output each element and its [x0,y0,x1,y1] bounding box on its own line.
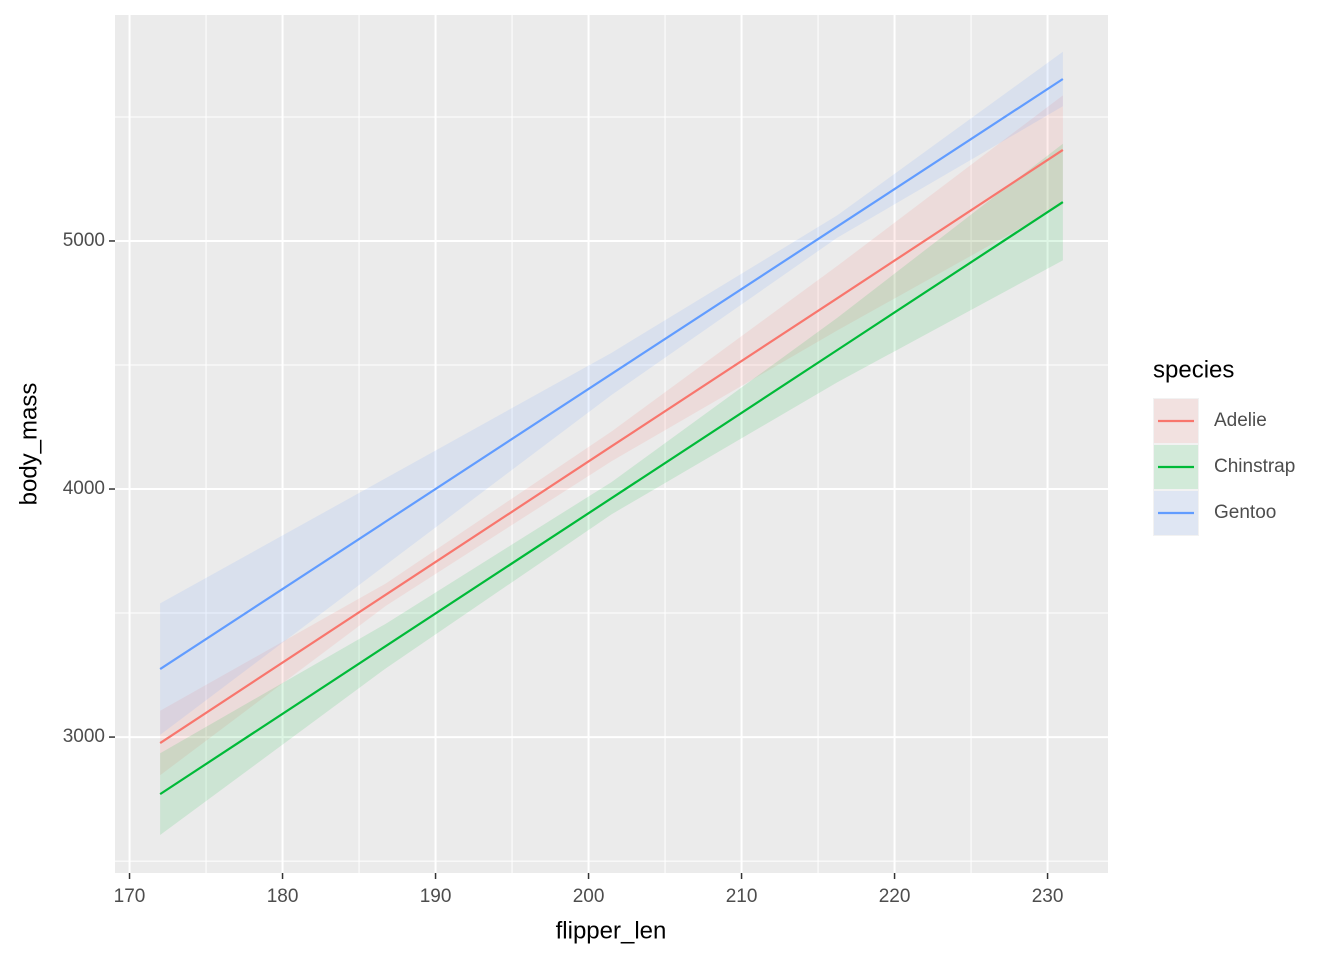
legend-title: species [1153,356,1234,383]
legend-label: Gentoo [1214,502,1276,523]
line [159,201,1064,796]
confidence-ribbon [160,143,1063,836]
x-tick-label: 190 [420,886,452,907]
x-tick-label: 210 [726,886,758,907]
x-tick-label: 200 [573,886,605,907]
confidence-ribbon [160,95,1063,776]
line [159,78,1064,671]
x-axis-title: flipper_len [556,917,667,944]
legend-label: Adelie [1214,410,1267,431]
y-tick-label: 5000 [63,230,105,251]
line [159,149,1064,744]
legend-label: Chinstrap [1214,456,1295,477]
y-axis-title: body_mass [15,383,42,506]
y-tick-label: 4000 [63,478,105,499]
x-tick-label: 230 [1032,886,1064,907]
x-tick-label: 220 [879,886,911,907]
x-tick-label: 170 [114,886,146,907]
y-tick-label: 3000 [63,726,105,747]
x-tick-label: 180 [267,886,299,907]
confidence-ribbon [160,51,1063,735]
